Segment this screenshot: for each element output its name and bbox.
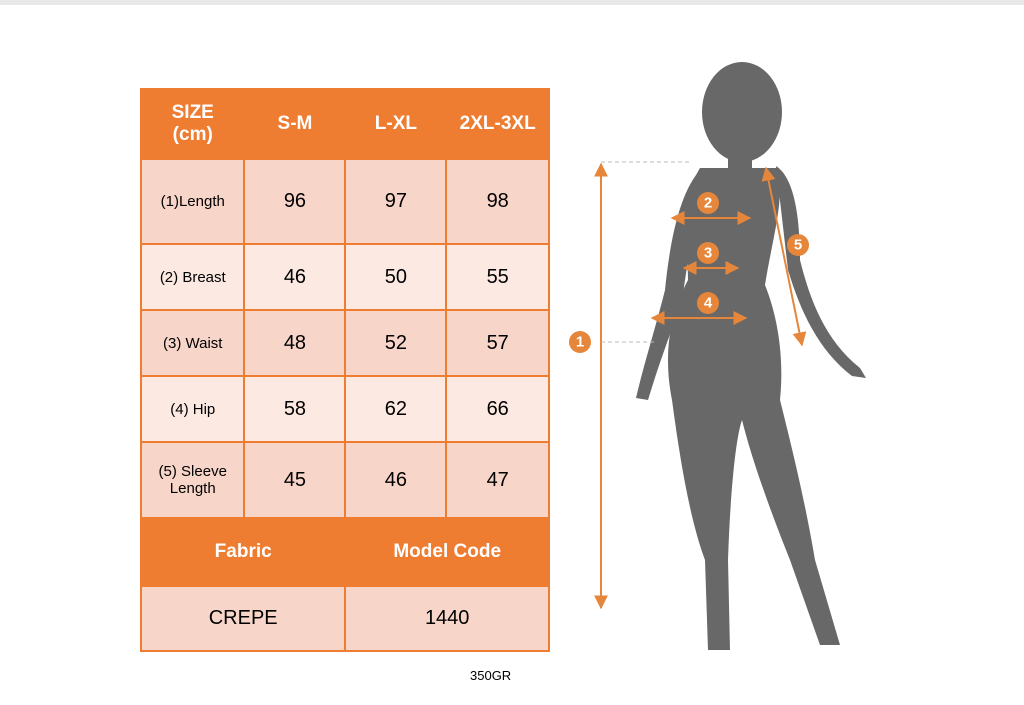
marker-label: 5 bbox=[794, 237, 802, 254]
marker-circle bbox=[697, 292, 719, 314]
size-table: SIZE (cm) S-M L-XL 2XL-3XL (1)Length 96 97… bbox=[139, 88, 550, 652]
cell: 58 bbox=[243, 375, 347, 443]
cell: 66 bbox=[445, 375, 550, 443]
marker-circle bbox=[697, 242, 719, 264]
footer-row: CREPE 1440 bbox=[139, 585, 550, 652]
table-row: (2) Breast 46 50 55 bbox=[139, 243, 550, 311]
cell: 96 bbox=[243, 158, 347, 245]
header-cell: Model Code bbox=[344, 517, 550, 587]
cell: (5) Sleeve Length bbox=[139, 441, 246, 519]
note: 350GR bbox=[470, 668, 512, 683]
cell: 47 bbox=[445, 441, 550, 519]
table-row: (4) Hip 58 62 66 bbox=[139, 375, 550, 443]
cell: 98 bbox=[445, 158, 550, 245]
marker-label: 2 bbox=[704, 195, 712, 212]
cell: 57 bbox=[445, 309, 550, 377]
marker-circle bbox=[787, 234, 809, 256]
cell: 1440 bbox=[344, 585, 550, 652]
marker-label: 4 bbox=[704, 295, 713, 312]
table-row: (1)Length 96 97 98 bbox=[139, 158, 550, 245]
arrows bbox=[594, 162, 807, 610]
cell: 45 bbox=[243, 441, 347, 519]
cell: 46 bbox=[243, 243, 347, 311]
header-cell: S-M bbox=[243, 88, 347, 160]
cell: 62 bbox=[344, 375, 448, 443]
markers: 1 2 3 4 5 bbox=[569, 192, 809, 353]
footer-header-row: Fabric Model Code bbox=[139, 517, 550, 587]
cell: CREPE bbox=[139, 585, 347, 652]
cell: (2) Breast bbox=[139, 243, 246, 311]
header-cell: L-XL bbox=[344, 88, 448, 160]
marker-circle bbox=[569, 331, 591, 353]
cell: 50 bbox=[344, 243, 448, 311]
table-body: (1)Length 96 97 98 (2) Breast 46 50 55 (3) Waist… bbox=[139, 158, 550, 519]
guides bbox=[601, 161, 690, 343]
header-cell: Fabric bbox=[139, 517, 347, 587]
marker-circle bbox=[697, 192, 719, 214]
top-bar bbox=[0, 0, 1024, 5]
header-row: SIZE (cm) S-M L-XL 2XL-3XL bbox=[139, 88, 550, 160]
cell: 52 bbox=[344, 309, 448, 377]
table-row: (3) Waist 48 52 57 bbox=[139, 309, 550, 377]
cell: 55 bbox=[445, 243, 550, 311]
cell: 48 bbox=[243, 309, 347, 377]
cell: 97 bbox=[344, 158, 448, 245]
silhouette bbox=[636, 62, 866, 650]
cell: (4) Hip bbox=[139, 375, 246, 443]
cell: (3) Waist bbox=[139, 309, 246, 377]
cell: 46 bbox=[344, 441, 448, 519]
table-row: (5) Sleeve Length 45 46 47 bbox=[139, 441, 550, 519]
marker-label: 1 bbox=[576, 334, 584, 351]
header-cell: SIZE (cm) bbox=[139, 88, 246, 160]
header-cell: 2XL-3XL bbox=[445, 88, 550, 160]
marker-label: 3 bbox=[704, 245, 712, 262]
cell: (1)Length bbox=[139, 158, 246, 245]
